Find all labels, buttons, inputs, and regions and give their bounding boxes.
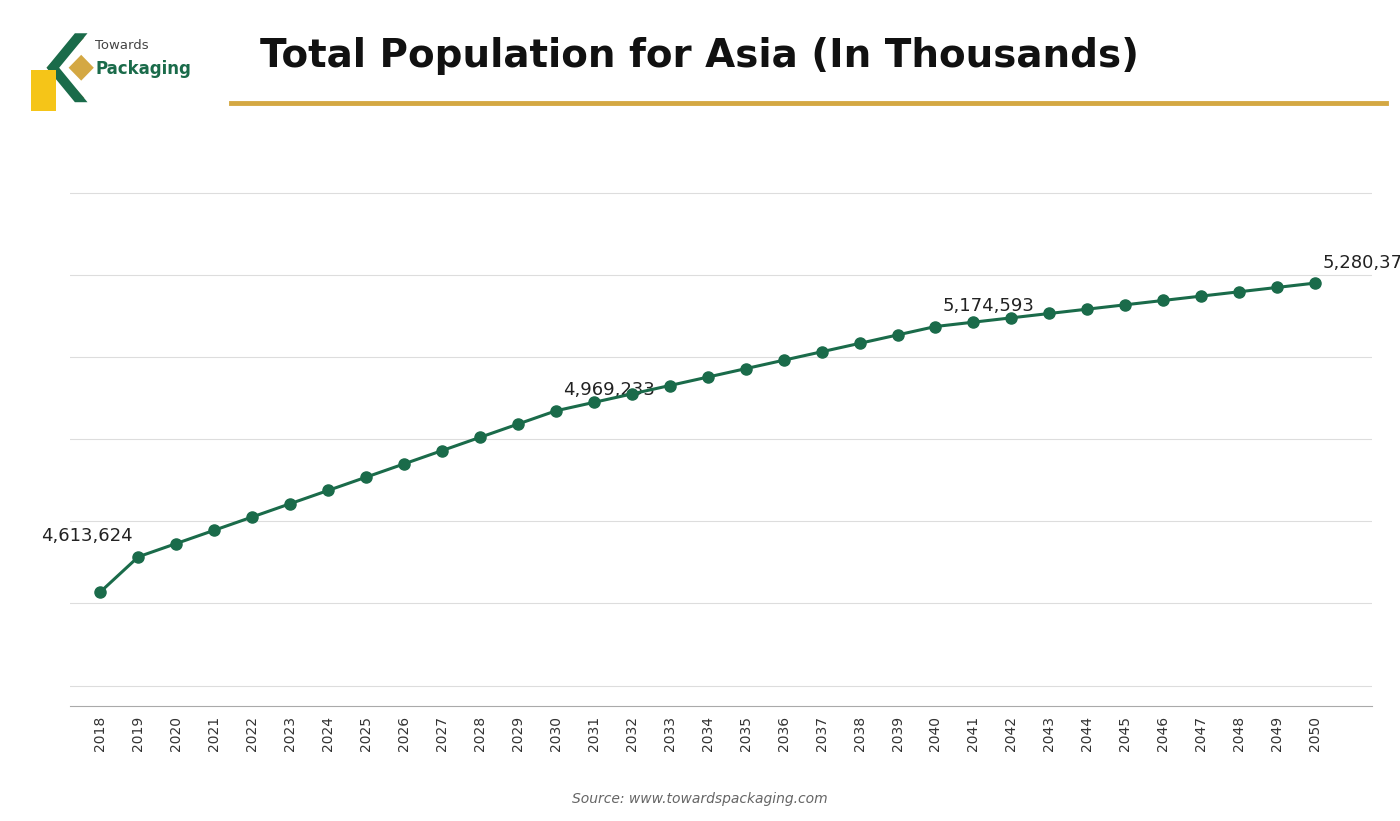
Polygon shape — [46, 38, 84, 98]
Text: 4,969,233: 4,969,233 — [563, 381, 655, 399]
Text: Source: www.towardspackaging.com: Source: www.towardspackaging.com — [573, 792, 827, 806]
Text: 5,280,378: 5,280,378 — [1323, 254, 1400, 272]
Text: Packaging: Packaging — [95, 60, 190, 78]
Polygon shape — [46, 33, 88, 102]
Text: 5,174,593: 5,174,593 — [944, 297, 1035, 315]
Text: Towards: Towards — [95, 39, 148, 53]
Text: Total Population for Asia (In Thousands): Total Population for Asia (In Thousands) — [260, 37, 1140, 75]
Polygon shape — [69, 55, 94, 80]
Text: 4,613,624: 4,613,624 — [41, 527, 133, 545]
